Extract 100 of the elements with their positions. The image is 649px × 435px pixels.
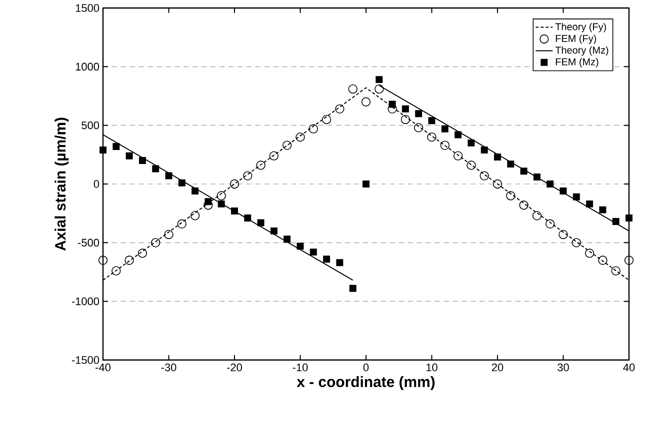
point <box>270 227 278 234</box>
point <box>454 131 462 138</box>
legend-label: FEM (Mz) <box>556 58 598 68</box>
point <box>414 123 424 132</box>
point <box>336 259 344 266</box>
point <box>308 124 318 134</box>
point <box>323 256 330 263</box>
legend-label: Theory (Fy) <box>555 22 606 32</box>
x-tick-label: 10 <box>426 364 438 372</box>
point <box>626 214 632 222</box>
point <box>296 132 305 142</box>
point <box>284 236 291 243</box>
point <box>492 179 502 189</box>
point <box>335 104 344 114</box>
y-tick-label: 1000 <box>76 62 100 71</box>
point <box>124 256 134 265</box>
point <box>546 180 554 188</box>
point <box>216 191 226 200</box>
point <box>138 248 148 258</box>
point <box>440 140 450 150</box>
y-tick-label: 500 <box>82 121 100 130</box>
point <box>126 152 133 160</box>
x-tick-label: -20 <box>227 364 242 372</box>
y-tick-label: 1500 <box>76 4 100 12</box>
point <box>310 248 317 256</box>
point <box>441 125 448 132</box>
x-tick-label: -40 <box>96 364 110 372</box>
x-tick-label: 40 <box>623 364 635 372</box>
legend-label: FEM (Fy) <box>556 34 596 44</box>
point <box>348 84 358 94</box>
point <box>560 188 567 195</box>
y-tick-label: -500 <box>78 238 100 247</box>
point <box>374 84 384 94</box>
point <box>177 219 186 228</box>
y-axis-title: Axial strain (µm/m) <box>54 118 69 251</box>
point <box>586 200 594 208</box>
point <box>507 160 514 168</box>
point <box>362 180 370 188</box>
point <box>494 154 501 160</box>
point <box>361 97 371 106</box>
point <box>572 193 580 200</box>
x-tick-label: 0 <box>363 364 369 372</box>
point <box>428 117 436 124</box>
point <box>624 256 634 265</box>
point <box>100 146 106 154</box>
point <box>244 214 252 222</box>
point <box>584 248 594 258</box>
point <box>546 219 555 228</box>
point <box>466 160 476 170</box>
point <box>533 173 540 180</box>
point <box>192 188 199 195</box>
point <box>480 146 488 154</box>
point <box>519 200 528 210</box>
x-tick-label: -30 <box>161 364 176 372</box>
point <box>218 200 225 208</box>
point <box>388 100 396 108</box>
point <box>400 114 410 124</box>
point <box>296 242 304 250</box>
point <box>520 168 528 175</box>
point <box>112 142 120 150</box>
point <box>611 266 620 276</box>
point <box>598 256 608 265</box>
point <box>152 165 160 172</box>
point <box>468 139 475 146</box>
y-tick-label: 0 <box>94 180 100 188</box>
point <box>257 219 264 226</box>
point <box>558 230 568 240</box>
x-axis-title: x - coordinate (mm) <box>296 376 435 390</box>
point <box>532 211 542 220</box>
legend-label: Theory (Mz) <box>555 46 608 56</box>
point <box>376 76 383 84</box>
point <box>612 218 620 226</box>
point <box>165 172 172 180</box>
y-tick-label: -1500 <box>72 356 100 364</box>
point <box>506 191 516 200</box>
point <box>204 198 212 206</box>
y-tick-label: -1000 <box>72 297 100 306</box>
point <box>402 105 409 112</box>
point <box>322 114 332 124</box>
point <box>572 238 581 248</box>
x-tick-label: -10 <box>292 364 308 372</box>
point <box>599 206 606 214</box>
point <box>480 171 489 180</box>
point <box>269 151 279 160</box>
point <box>415 110 422 118</box>
point <box>427 132 436 142</box>
point <box>190 211 200 220</box>
point <box>98 256 108 265</box>
point <box>230 179 240 189</box>
point <box>349 284 356 292</box>
point <box>138 157 146 164</box>
point <box>243 171 252 180</box>
x-tick-label: 30 <box>558 364 569 372</box>
point <box>151 238 160 248</box>
point <box>164 230 174 240</box>
x-tick-label: 20 <box>492 364 504 372</box>
point <box>282 140 292 150</box>
point <box>453 151 463 160</box>
point <box>231 208 238 214</box>
point <box>256 160 266 170</box>
